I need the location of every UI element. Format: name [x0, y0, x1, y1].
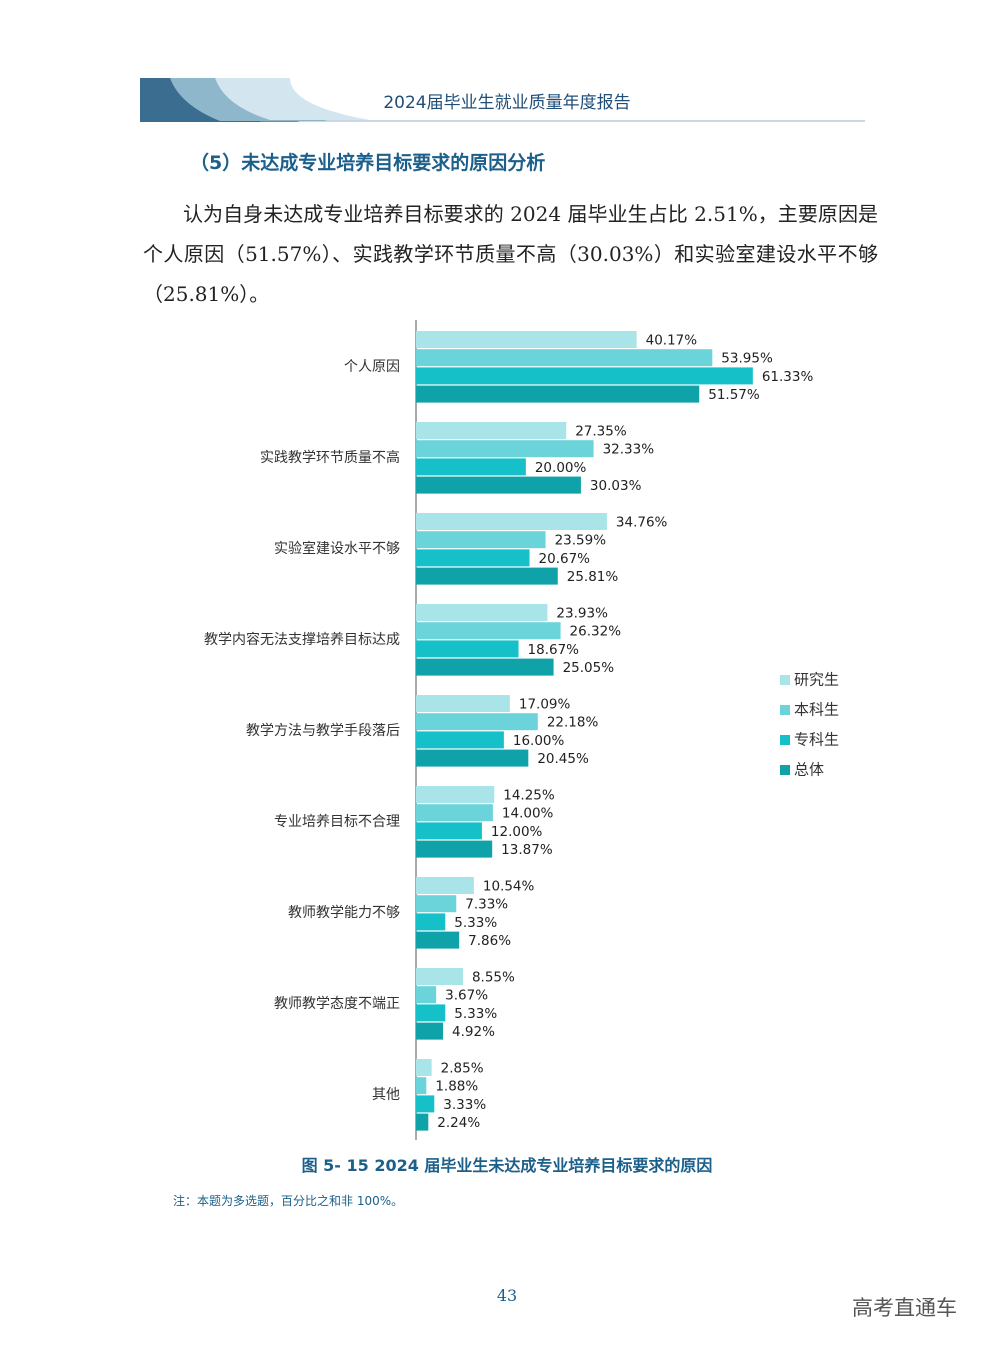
bar	[416, 367, 753, 385]
watermark: 高考直通车	[852, 1296, 957, 1320]
value-label: 7.86%	[468, 933, 511, 949]
bar	[416, 968, 463, 985]
value-label: 5.33%	[454, 915, 497, 931]
legend-label: 总体	[794, 761, 824, 779]
bar	[416, 895, 457, 913]
bar	[416, 549, 530, 567]
legend-swatch	[780, 735, 790, 745]
bar	[416, 1095, 435, 1113]
bar	[416, 713, 538, 731]
value-label: 5.33%	[454, 1006, 497, 1022]
value-label: 16.00%	[513, 733, 565, 749]
bar	[416, 513, 607, 530]
bar	[416, 931, 460, 949]
bar	[416, 385, 700, 403]
bar	[416, 731, 504, 749]
value-label: 53.95%	[721, 351, 773, 367]
header-title: 2024届毕业生就业质量年度报告	[383, 93, 631, 113]
category-label: 教师教学能力不够	[288, 905, 400, 921]
value-label: 8.55%	[472, 970, 515, 986]
bar	[416, 331, 637, 348]
category-label: 实践教学环节质量不高	[260, 449, 400, 466]
bar	[416, 476, 581, 494]
value-label: 27.35%	[575, 424, 627, 440]
bar	[416, 640, 519, 658]
bar	[416, 749, 529, 767]
value-label: 61.33%	[762, 369, 814, 385]
value-label: 14.25%	[503, 788, 555, 804]
value-label: 10.54%	[483, 879, 535, 895]
chart-caption: 图 5- 15 2024 届毕业生未达成专业培养目标要求的原因	[301, 1156, 713, 1175]
bar	[416, 604, 548, 621]
bar	[416, 1022, 444, 1040]
header-decoration	[215, 78, 370, 120]
category-label: 个人原因	[344, 359, 400, 375]
paragraph: 认为自身未达成专业培养目标要求的 2024 届毕业生占比 2.51%，主要原因是…	[143, 202, 878, 306]
value-label: 20.67%	[539, 551, 591, 567]
value-label: 4.92%	[452, 1024, 495, 1040]
bar	[416, 786, 495, 803]
legend-label: 专科生	[794, 731, 839, 749]
category-label: 教学内容无法支撑培养目标达成	[204, 631, 400, 648]
value-label: 25.81%	[567, 569, 619, 585]
value-label: 12.00%	[491, 824, 543, 840]
value-label: 3.67%	[445, 988, 488, 1004]
chart-note: 注：本题为多选题，百分比之和非 100%。	[173, 1194, 404, 1208]
bar	[416, 440, 594, 458]
category-label: 教学方法与教学手段落后	[246, 723, 400, 739]
bar	[416, 1004, 446, 1022]
bar	[416, 1077, 427, 1095]
legend-label: 研究生	[794, 671, 839, 689]
value-label: 2.85%	[441, 1061, 484, 1077]
category-label: 实验室建设水平不够	[274, 540, 400, 557]
value-label: 30.03%	[590, 478, 642, 494]
bar	[416, 822, 482, 840]
category-label: 教师教学态度不端正	[274, 996, 400, 1012]
bar	[416, 1059, 432, 1076]
value-label: 7.33%	[465, 897, 508, 913]
value-label: 2.24%	[437, 1115, 480, 1131]
value-label: 26.32%	[570, 624, 622, 640]
bar	[416, 349, 713, 367]
bar	[416, 804, 493, 822]
value-label: 17.09%	[519, 697, 571, 713]
value-label: 1.88%	[435, 1079, 478, 1095]
value-label: 18.67%	[528, 642, 580, 658]
bar	[416, 422, 567, 439]
bar	[416, 458, 526, 476]
category-label: 专业培养目标不合理	[274, 814, 400, 830]
bar	[416, 913, 446, 931]
value-label: 3.33%	[443, 1097, 486, 1113]
legend-swatch	[780, 675, 790, 685]
value-label: 23.59%	[555, 533, 607, 549]
bar	[416, 1113, 429, 1131]
legend-swatch	[780, 765, 790, 775]
value-label: 13.87%	[501, 842, 553, 858]
value-label: 51.57%	[708, 387, 760, 403]
bar	[416, 658, 554, 676]
value-label: 20.45%	[537, 751, 589, 767]
value-label: 32.33%	[603, 442, 655, 458]
bar	[416, 986, 437, 1004]
value-label: 25.05%	[563, 660, 615, 676]
bar	[416, 840, 493, 858]
page-number: 43	[496, 1286, 518, 1305]
bar	[416, 622, 561, 640]
value-label: 14.00%	[502, 806, 554, 822]
legend-swatch	[780, 705, 790, 715]
legend-label: 本科生	[794, 701, 839, 719]
section-heading: （5）未达成专业培养目标要求的原因分析	[190, 152, 546, 174]
category-label: 其他	[372, 1087, 400, 1103]
bar	[416, 567, 558, 585]
value-label: 22.18%	[547, 715, 599, 731]
bar	[416, 877, 474, 894]
value-label: 34.76%	[616, 515, 668, 531]
value-label: 40.17%	[646, 333, 698, 349]
bar	[416, 531, 546, 549]
value-label: 20.00%	[535, 460, 587, 476]
bar	[416, 695, 510, 712]
value-label: 23.93%	[556, 606, 608, 622]
